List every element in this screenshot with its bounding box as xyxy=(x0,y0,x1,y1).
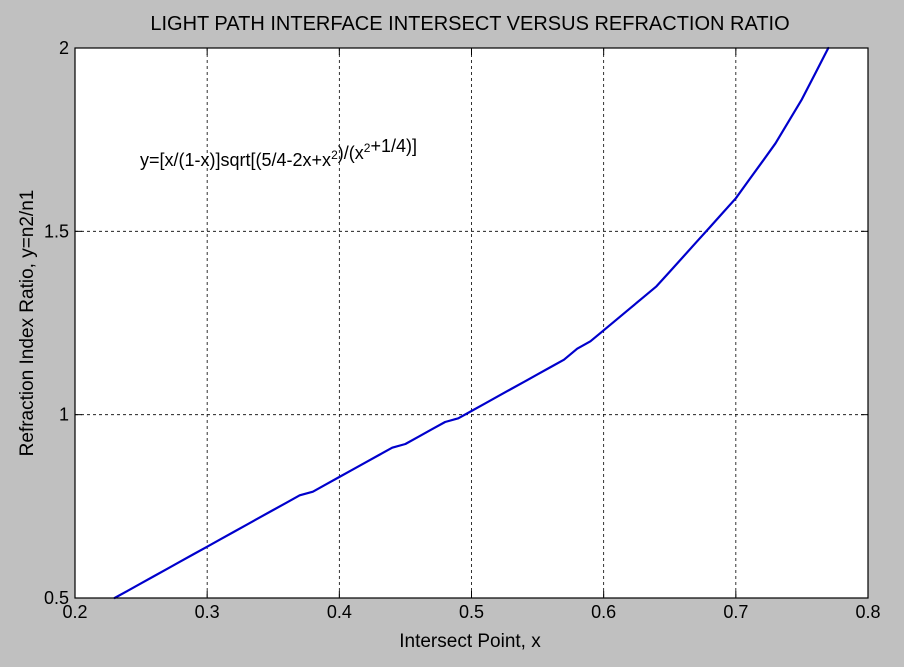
y-tick-label: 0.5 xyxy=(44,588,69,608)
annotation-segment: +1/4)] xyxy=(370,136,417,156)
y-tick-label: 2 xyxy=(59,38,69,58)
x-tick-label: 0.5 xyxy=(459,602,484,622)
x-tick-label: 0.6 xyxy=(591,602,616,622)
tick-layer xyxy=(74,47,869,599)
x-tick-labels: 0.2 0.3 0.4 0.5 0.6 0.7 0.8 xyxy=(62,602,880,622)
y-tick-label: 1 xyxy=(59,405,69,425)
y-tick-label: 1.5 xyxy=(44,221,69,241)
annotation-segment: )/(x xyxy=(338,143,364,163)
x-axis-label: Intersect Point, x xyxy=(399,631,541,652)
series-layer xyxy=(113,46,830,600)
x-tick-label: 0.7 xyxy=(723,602,748,622)
y-axis-label: Refraction Index Ratio, y=n2/n1 xyxy=(17,190,38,457)
formula-annotation: y=[x/(1-x)]sqrt[(5/4-2x+x2)/(x2+1/4)] xyxy=(140,136,417,170)
x-tick-label: 0.4 xyxy=(327,602,352,622)
annotation-superscript: 2 xyxy=(331,148,338,162)
x-tick-label: 0.2 xyxy=(62,602,87,622)
x-tick-label: 0.8 xyxy=(855,602,880,622)
data-series-line xyxy=(113,46,830,600)
plot-area xyxy=(75,48,868,598)
y-tick-labels: 0.5 1 1.5 2 xyxy=(44,38,69,608)
chart-title: LIGHT PATH INTERFACE INTERSECT VERSUS RE… xyxy=(150,13,789,35)
x-tick-label: 0.3 xyxy=(195,602,220,622)
annotation-segment: y=[x/(1-x)]sqrt[(5/4-2x+x xyxy=(140,150,331,170)
grid-layer xyxy=(75,48,868,598)
annotation-superscript: 2 xyxy=(364,141,371,155)
